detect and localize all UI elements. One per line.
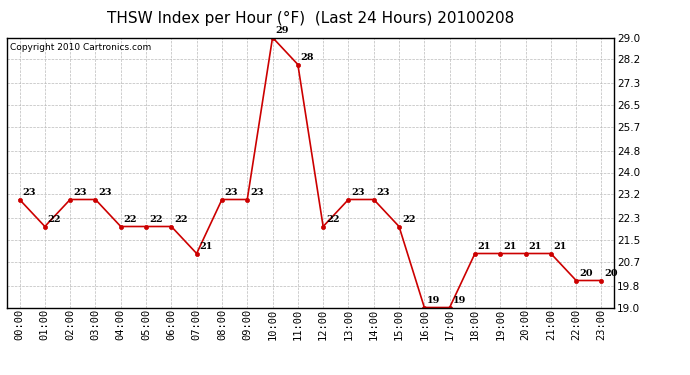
Text: 22: 22 — [149, 215, 162, 224]
Text: 19: 19 — [453, 296, 466, 305]
Text: 23: 23 — [351, 188, 365, 197]
Text: 22: 22 — [402, 215, 415, 224]
Text: 29: 29 — [275, 26, 289, 35]
Text: 19: 19 — [427, 296, 440, 305]
Text: THSW Index per Hour (°F)  (Last 24 Hours) 20100208: THSW Index per Hour (°F) (Last 24 Hours)… — [107, 11, 514, 26]
Text: 23: 23 — [250, 188, 264, 197]
Text: 21: 21 — [199, 242, 213, 251]
Text: 22: 22 — [326, 215, 339, 224]
Text: 23: 23 — [225, 188, 238, 197]
Text: 22: 22 — [48, 215, 61, 224]
Text: Copyright 2010 Cartronics.com: Copyright 2010 Cartronics.com — [10, 43, 151, 52]
Text: 23: 23 — [98, 188, 112, 197]
Text: 21: 21 — [553, 242, 567, 251]
Text: 23: 23 — [73, 188, 86, 197]
Text: 20: 20 — [604, 269, 618, 278]
Text: 21: 21 — [477, 242, 491, 251]
Text: 23: 23 — [22, 188, 36, 197]
Text: 20: 20 — [579, 269, 593, 278]
Text: 22: 22 — [124, 215, 137, 224]
Text: 21: 21 — [529, 242, 542, 251]
Text: 22: 22 — [174, 215, 188, 224]
Text: 28: 28 — [301, 53, 314, 62]
Text: 23: 23 — [377, 188, 390, 197]
Text: 21: 21 — [503, 242, 516, 251]
